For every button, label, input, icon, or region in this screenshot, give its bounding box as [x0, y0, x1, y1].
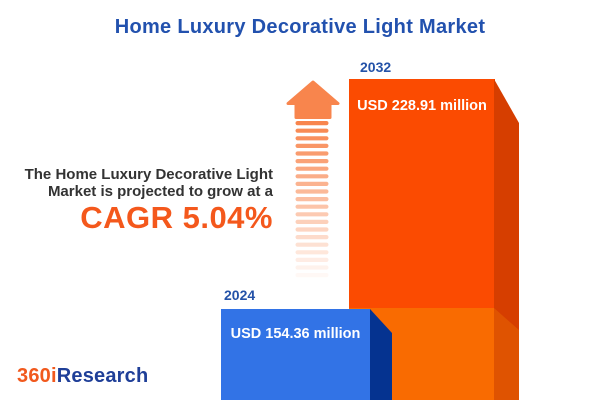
logo-part-research: Research [56, 365, 149, 387]
page-title: Home Luxury Decorative Light Market [114, 16, 486, 38]
arrow-head [286, 80, 340, 119]
bar-2024-side-face [370, 309, 392, 400]
bar-2032-side-face [494, 79, 519, 400]
logo-part-360i: 360i [17, 365, 57, 387]
bar-2032-year-label: 2032 [360, 59, 392, 75]
logo-360iresearch: 360iResearch [17, 365, 148, 388]
description-line-1: The Home Luxury Decorative Light [24, 166, 273, 183]
bar-2024 [221, 309, 370, 400]
growth-arrow-icon [286, 80, 340, 278]
description-line-2: Market is projected to grow at a [47, 183, 273, 200]
bar-2024-year-label: 2024 [224, 287, 256, 303]
growth-arrow-tail [295, 121, 329, 278]
bar-2024-value-label: USD 154.36 million [230, 326, 361, 342]
cagr-value: CAGR 5.04% [80, 200, 273, 235]
bar-2032-value-label: USD 228.91 million [357, 98, 487, 114]
description-text: The Home Luxury Decorative Light Market … [25, 166, 273, 200]
